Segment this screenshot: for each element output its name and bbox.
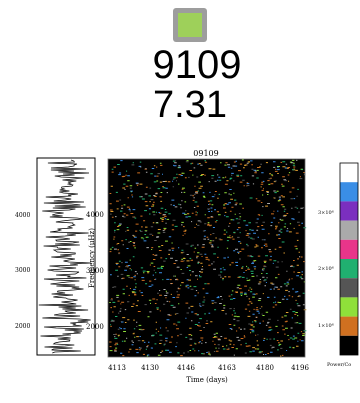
colorbar-tick-label: 1×10⁶ bbox=[318, 323, 334, 329]
x-tick-label: 4113 bbox=[108, 364, 126, 372]
item-value: 7.31 bbox=[153, 84, 227, 126]
colorbar-tick-label: 2×10⁶ bbox=[318, 266, 334, 272]
colorbar-frame bbox=[339, 162, 359, 356]
y-tick-label: 3000 bbox=[86, 267, 104, 275]
plot-frame bbox=[107, 158, 306, 358]
x-tick-label: 4196 bbox=[291, 364, 309, 372]
speckle bbox=[110, 160, 304, 356]
spectrogram bbox=[108, 159, 305, 357]
icon bbox=[178, 13, 202, 37]
plot-title: 09109 bbox=[193, 149, 218, 158]
x-tick-label: 4146 bbox=[177, 364, 195, 372]
y-tick-label: 2000 bbox=[86, 323, 104, 331]
x-tick-label: 4130 bbox=[141, 364, 159, 372]
speckle bbox=[110, 161, 307, 357]
speckle bbox=[110, 160, 307, 355]
colorbar-swatch bbox=[340, 163, 358, 183]
side-tick-label: 4000 bbox=[15, 212, 30, 219]
speckle bbox=[111, 159, 306, 356]
colorbar-swatch bbox=[340, 201, 358, 221]
x-axis-label: Time (days) bbox=[186, 376, 228, 384]
colorbar-swatch bbox=[340, 335, 358, 355]
power-trace bbox=[38, 159, 91, 354]
colorbar-swatch bbox=[340, 278, 358, 298]
speckle bbox=[109, 160, 306, 356]
colorbar-swatch bbox=[340, 259, 358, 279]
colorbar-tick-label: 3×10⁶ bbox=[318, 210, 334, 216]
speckle bbox=[109, 161, 306, 357]
item-id: 9109 bbox=[153, 43, 242, 87]
colorbar-swatch bbox=[340, 297, 358, 317]
y-tick-label: 4000 bbox=[86, 211, 104, 219]
colorbar-label: Power/Co bbox=[327, 362, 351, 368]
x-tick-label: 4180 bbox=[256, 364, 274, 372]
colorbar-swatch bbox=[340, 220, 358, 240]
y-axis-label: Frequency (μHz) bbox=[88, 228, 96, 288]
colorbar-swatch bbox=[340, 239, 358, 259]
side-tick-label: 2000 bbox=[15, 323, 30, 330]
side-tick-label: 3000 bbox=[15, 267, 30, 274]
x-tick-label: 4163 bbox=[218, 364, 236, 372]
speckle bbox=[109, 159, 306, 357]
colorbar-swatch bbox=[340, 316, 358, 336]
colorbar-swatch bbox=[340, 182, 358, 202]
